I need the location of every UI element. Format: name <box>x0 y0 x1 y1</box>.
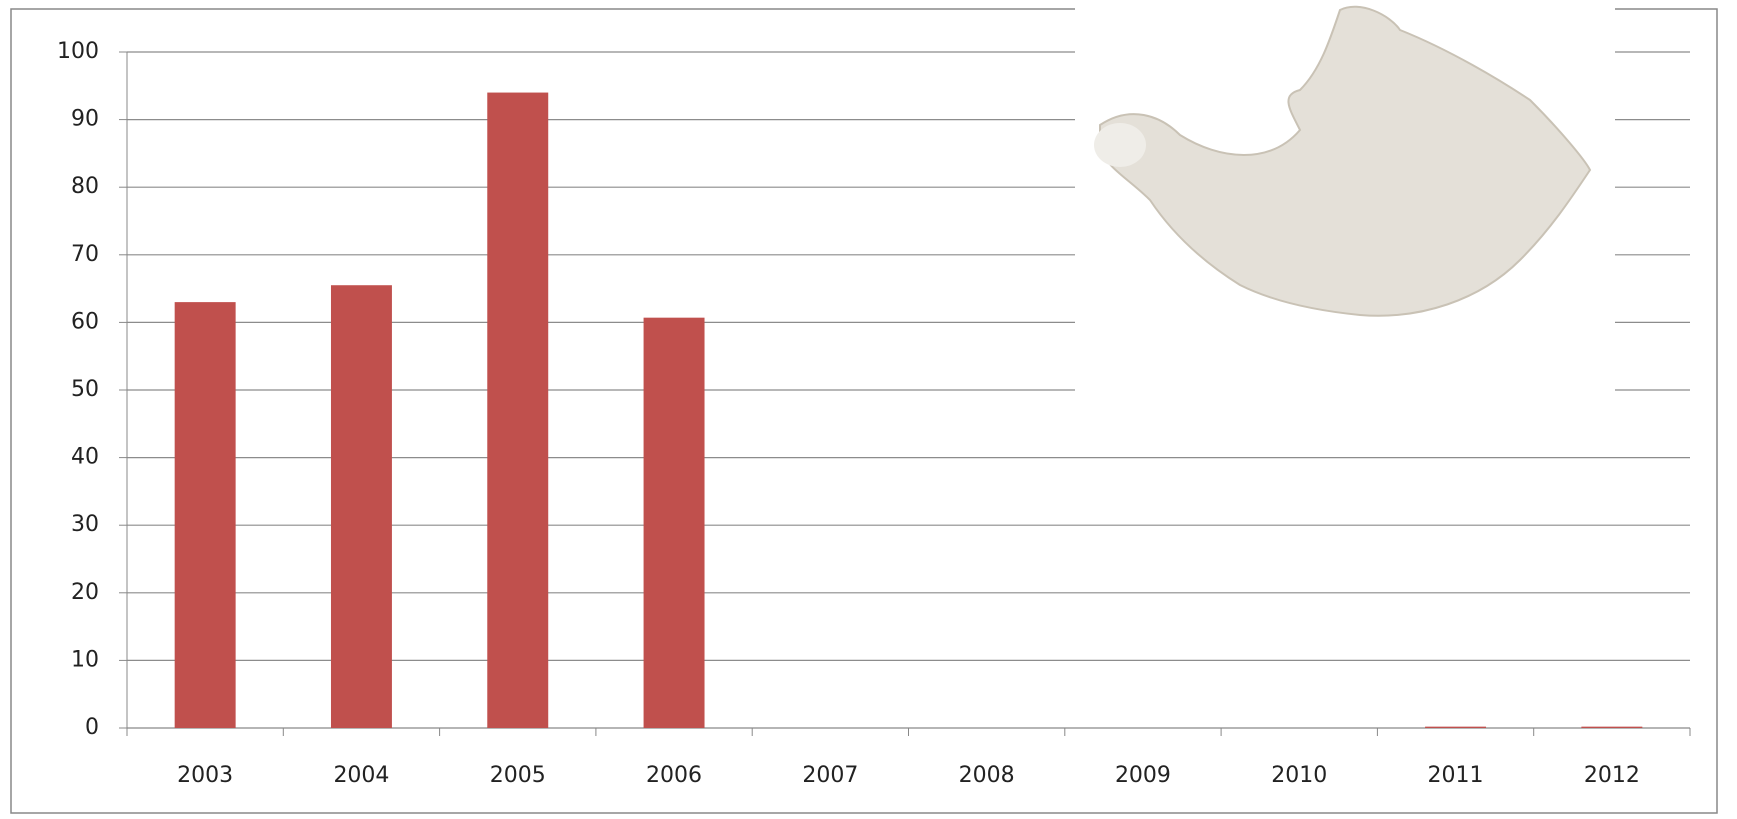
bar <box>487 92 549 728</box>
y-tick-label: 0 <box>85 715 99 740</box>
bar <box>1425 726 1487 728</box>
x-tick-label: 2010 <box>1271 763 1327 788</box>
bone-end <box>1094 123 1146 167</box>
y-tick-label: 20 <box>71 580 99 605</box>
x-tick-label: 2009 <box>1115 763 1171 788</box>
bar <box>174 302 236 728</box>
x-tick-label: 2012 <box>1584 763 1640 788</box>
y-tick-label: 30 <box>71 512 99 537</box>
x-tick-label: 2005 <box>490 763 546 788</box>
x-tick-label: 2006 <box>646 763 702 788</box>
bar <box>643 317 705 728</box>
y-tick-label: 10 <box>71 647 99 672</box>
chicken-leg <box>1099 5 1592 317</box>
y-tick-label: 80 <box>71 174 99 199</box>
chicken-photo <box>1075 0 1615 393</box>
y-tick-label: 70 <box>71 242 99 267</box>
bars <box>174 92 1643 728</box>
y-tick-label: 90 <box>71 107 99 132</box>
x-tick-label: 2011 <box>1428 763 1484 788</box>
x-tick-label: 2003 <box>177 763 233 788</box>
y-tick-label: 50 <box>71 377 99 402</box>
bar <box>1581 726 1643 728</box>
y-tick-label: 100 <box>57 39 99 64</box>
x-tick-label: 2004 <box>333 763 389 788</box>
y-tick-label: 60 <box>71 309 99 334</box>
y-tick-label: 40 <box>71 445 99 470</box>
bar <box>330 285 392 728</box>
x-tick-label: 2007 <box>802 763 858 788</box>
x-tick-label: 2008 <box>959 763 1015 788</box>
